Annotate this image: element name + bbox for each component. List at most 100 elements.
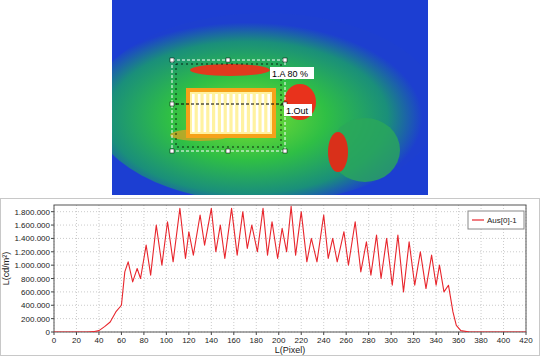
grid-line <box>76 205 77 332</box>
lamp-inner <box>190 92 272 134</box>
handle <box>226 58 230 62</box>
handle <box>170 58 174 62</box>
grid-line <box>278 205 279 332</box>
grid-line <box>98 205 99 332</box>
grid-line <box>368 205 369 332</box>
lamp-outer <box>186 88 276 138</box>
tick-label: 1.200.000 <box>14 248 50 257</box>
grid-line <box>346 205 347 332</box>
tick-label: 160 <box>227 336 241 345</box>
red-blob-2 <box>328 132 348 172</box>
tick-label: 360 <box>452 336 466 345</box>
lamp-stripe <box>256 94 259 132</box>
tick-label: 60 <box>117 336 126 345</box>
legend-label: Aus[0]-1 <box>487 216 517 225</box>
luminance-image <box>112 0 428 195</box>
legend: Aus[0]-1 <box>468 211 524 229</box>
tick-label: 300 <box>384 336 398 345</box>
lamp-stripe <box>238 94 241 132</box>
tick-label: 200.000 <box>21 315 50 324</box>
grid-line <box>256 205 257 332</box>
grid-line <box>436 205 437 332</box>
handle <box>170 102 174 106</box>
grid-line <box>54 225 526 226</box>
lamp-stripe <box>209 94 212 132</box>
tick-label: 1.600.000 <box>14 221 50 230</box>
tick-label: 20 <box>72 336 81 345</box>
grid-line <box>54 291 526 292</box>
grid-line <box>301 205 302 332</box>
lamp-stripe <box>250 94 253 132</box>
handle <box>283 58 287 62</box>
tick-label: 1.800.000 <box>14 208 50 217</box>
annotation-bg <box>270 67 314 79</box>
handle <box>226 149 230 153</box>
lamp-stripe <box>233 94 236 132</box>
handle <box>170 149 174 153</box>
roi-box <box>172 60 285 151</box>
tick-label: 280 <box>362 336 376 345</box>
red-blob <box>284 84 316 120</box>
lamp-stripe <box>227 94 230 132</box>
grid-line <box>188 205 189 332</box>
legend-swatch <box>472 219 484 220</box>
grid-line <box>458 205 459 332</box>
lamp-stripe <box>262 94 265 132</box>
grid-line <box>143 205 144 332</box>
plot-frame <box>54 205 526 332</box>
series-line <box>54 206 526 332</box>
tick-label: 1.000.000 <box>14 261 50 270</box>
chart-frame <box>1 199 540 356</box>
tick-label: 140 <box>205 336 219 345</box>
tick-label: 0 <box>52 336 57 345</box>
grid-line <box>54 211 526 212</box>
tick-label: 380 <box>474 336 488 345</box>
axes: 0204060801001201401601802002202402602803… <box>14 205 533 345</box>
tick-label: 400 <box>497 336 511 345</box>
grid-line <box>323 205 324 332</box>
tick-label: 420 <box>519 336 533 345</box>
glow <box>112 13 428 195</box>
grid-line <box>54 238 526 239</box>
tick-label: 120 <box>182 336 196 345</box>
tick-label: 800.000 <box>21 275 50 284</box>
lamp-stripe <box>267 94 270 132</box>
lamp-stripe <box>215 94 218 132</box>
red-edge <box>190 64 270 76</box>
grid-line <box>54 305 526 306</box>
lamp-stripe <box>244 94 247 132</box>
tick-label: 240 <box>317 336 331 345</box>
lamp-stripe <box>192 94 195 132</box>
tick-label: 0 <box>46 328 51 337</box>
grid-line <box>54 265 526 266</box>
grid-line <box>54 278 526 279</box>
lamp-stripe <box>204 94 207 132</box>
grid-line <box>211 205 212 332</box>
profile-line <box>176 104 284 105</box>
roi-box-inner <box>176 64 281 147</box>
grid-line <box>121 205 122 332</box>
legend-box <box>468 211 524 229</box>
x-axis-label: L(Pixel) <box>275 345 306 355</box>
grid-line <box>54 251 526 252</box>
handle <box>283 149 287 153</box>
tick-label: 320 <box>407 336 421 345</box>
tick-label: 260 <box>340 336 354 345</box>
tick-label: 340 <box>429 336 443 345</box>
lamp-stripe <box>221 94 224 132</box>
lamp-stripe <box>198 94 201 132</box>
tick-label: 40 <box>94 336 103 345</box>
tick-label: 400.000 <box>21 301 50 310</box>
annotation-bg <box>284 104 312 116</box>
annotation: 1.A 80 % <box>272 69 308 79</box>
tick-label: 80 <box>139 336 148 345</box>
y-axis-label: L(cd/m²) <box>1 252 11 286</box>
tick-label: 100 <box>160 336 174 345</box>
grid-line <box>413 205 414 332</box>
data-layer <box>54 206 526 332</box>
tick-label: 180 <box>250 336 264 345</box>
tick-label: 600.000 <box>21 288 50 297</box>
annotation: 1.Out <box>286 106 309 116</box>
tick-label: 1.400.000 <box>14 234 50 243</box>
tick-label: 200 <box>272 336 286 345</box>
